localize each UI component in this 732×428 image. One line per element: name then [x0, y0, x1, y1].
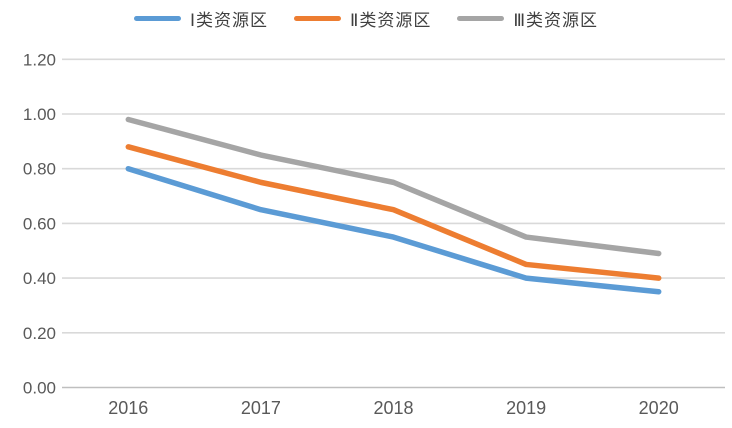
- x-tick-label: 2016: [108, 398, 148, 418]
- legend-label-zone1: Ⅰ类资源区: [189, 10, 268, 30]
- legend-line-swatch-zone1: [133, 15, 181, 21]
- y-tick-label: 0.20: [23, 324, 56, 343]
- legend-line-swatch-zone3: [457, 15, 505, 21]
- x-tick-label: 2020: [639, 398, 679, 418]
- legend-item-zone3: Ⅲ类资源区: [457, 6, 598, 31]
- legend-line-swatch-zone2: [293, 15, 341, 21]
- y-tick-label: 0.60: [23, 214, 56, 233]
- legend-label-zone2: Ⅱ类资源区: [349, 10, 432, 30]
- y-tick-label: 0.00: [23, 379, 56, 398]
- x-tick-label: 2018: [373, 398, 413, 418]
- y-tick-label: 1.00: [23, 105, 56, 124]
- series-line-zone1: [125, 165, 662, 295]
- series-line-zone3: [125, 116, 662, 257]
- chart-legend: Ⅰ类资源区 Ⅱ类资源区 Ⅲ类资源区: [0, 4, 732, 32]
- legend-label-zone3: Ⅲ类资源区: [513, 10, 599, 30]
- series-line-zone2: [125, 144, 662, 281]
- y-tick-label: 1.20: [23, 50, 56, 69]
- x-tick-label: 2017: [241, 398, 281, 418]
- x-tick-label: 2019: [506, 398, 546, 418]
- legend-item-zone2: Ⅱ类资源区: [293, 6, 432, 31]
- legend-item-zone1: Ⅰ类资源区: [133, 6, 268, 31]
- y-tick-label: 0.80: [23, 160, 56, 179]
- y-tick-label: 0.40: [23, 269, 56, 288]
